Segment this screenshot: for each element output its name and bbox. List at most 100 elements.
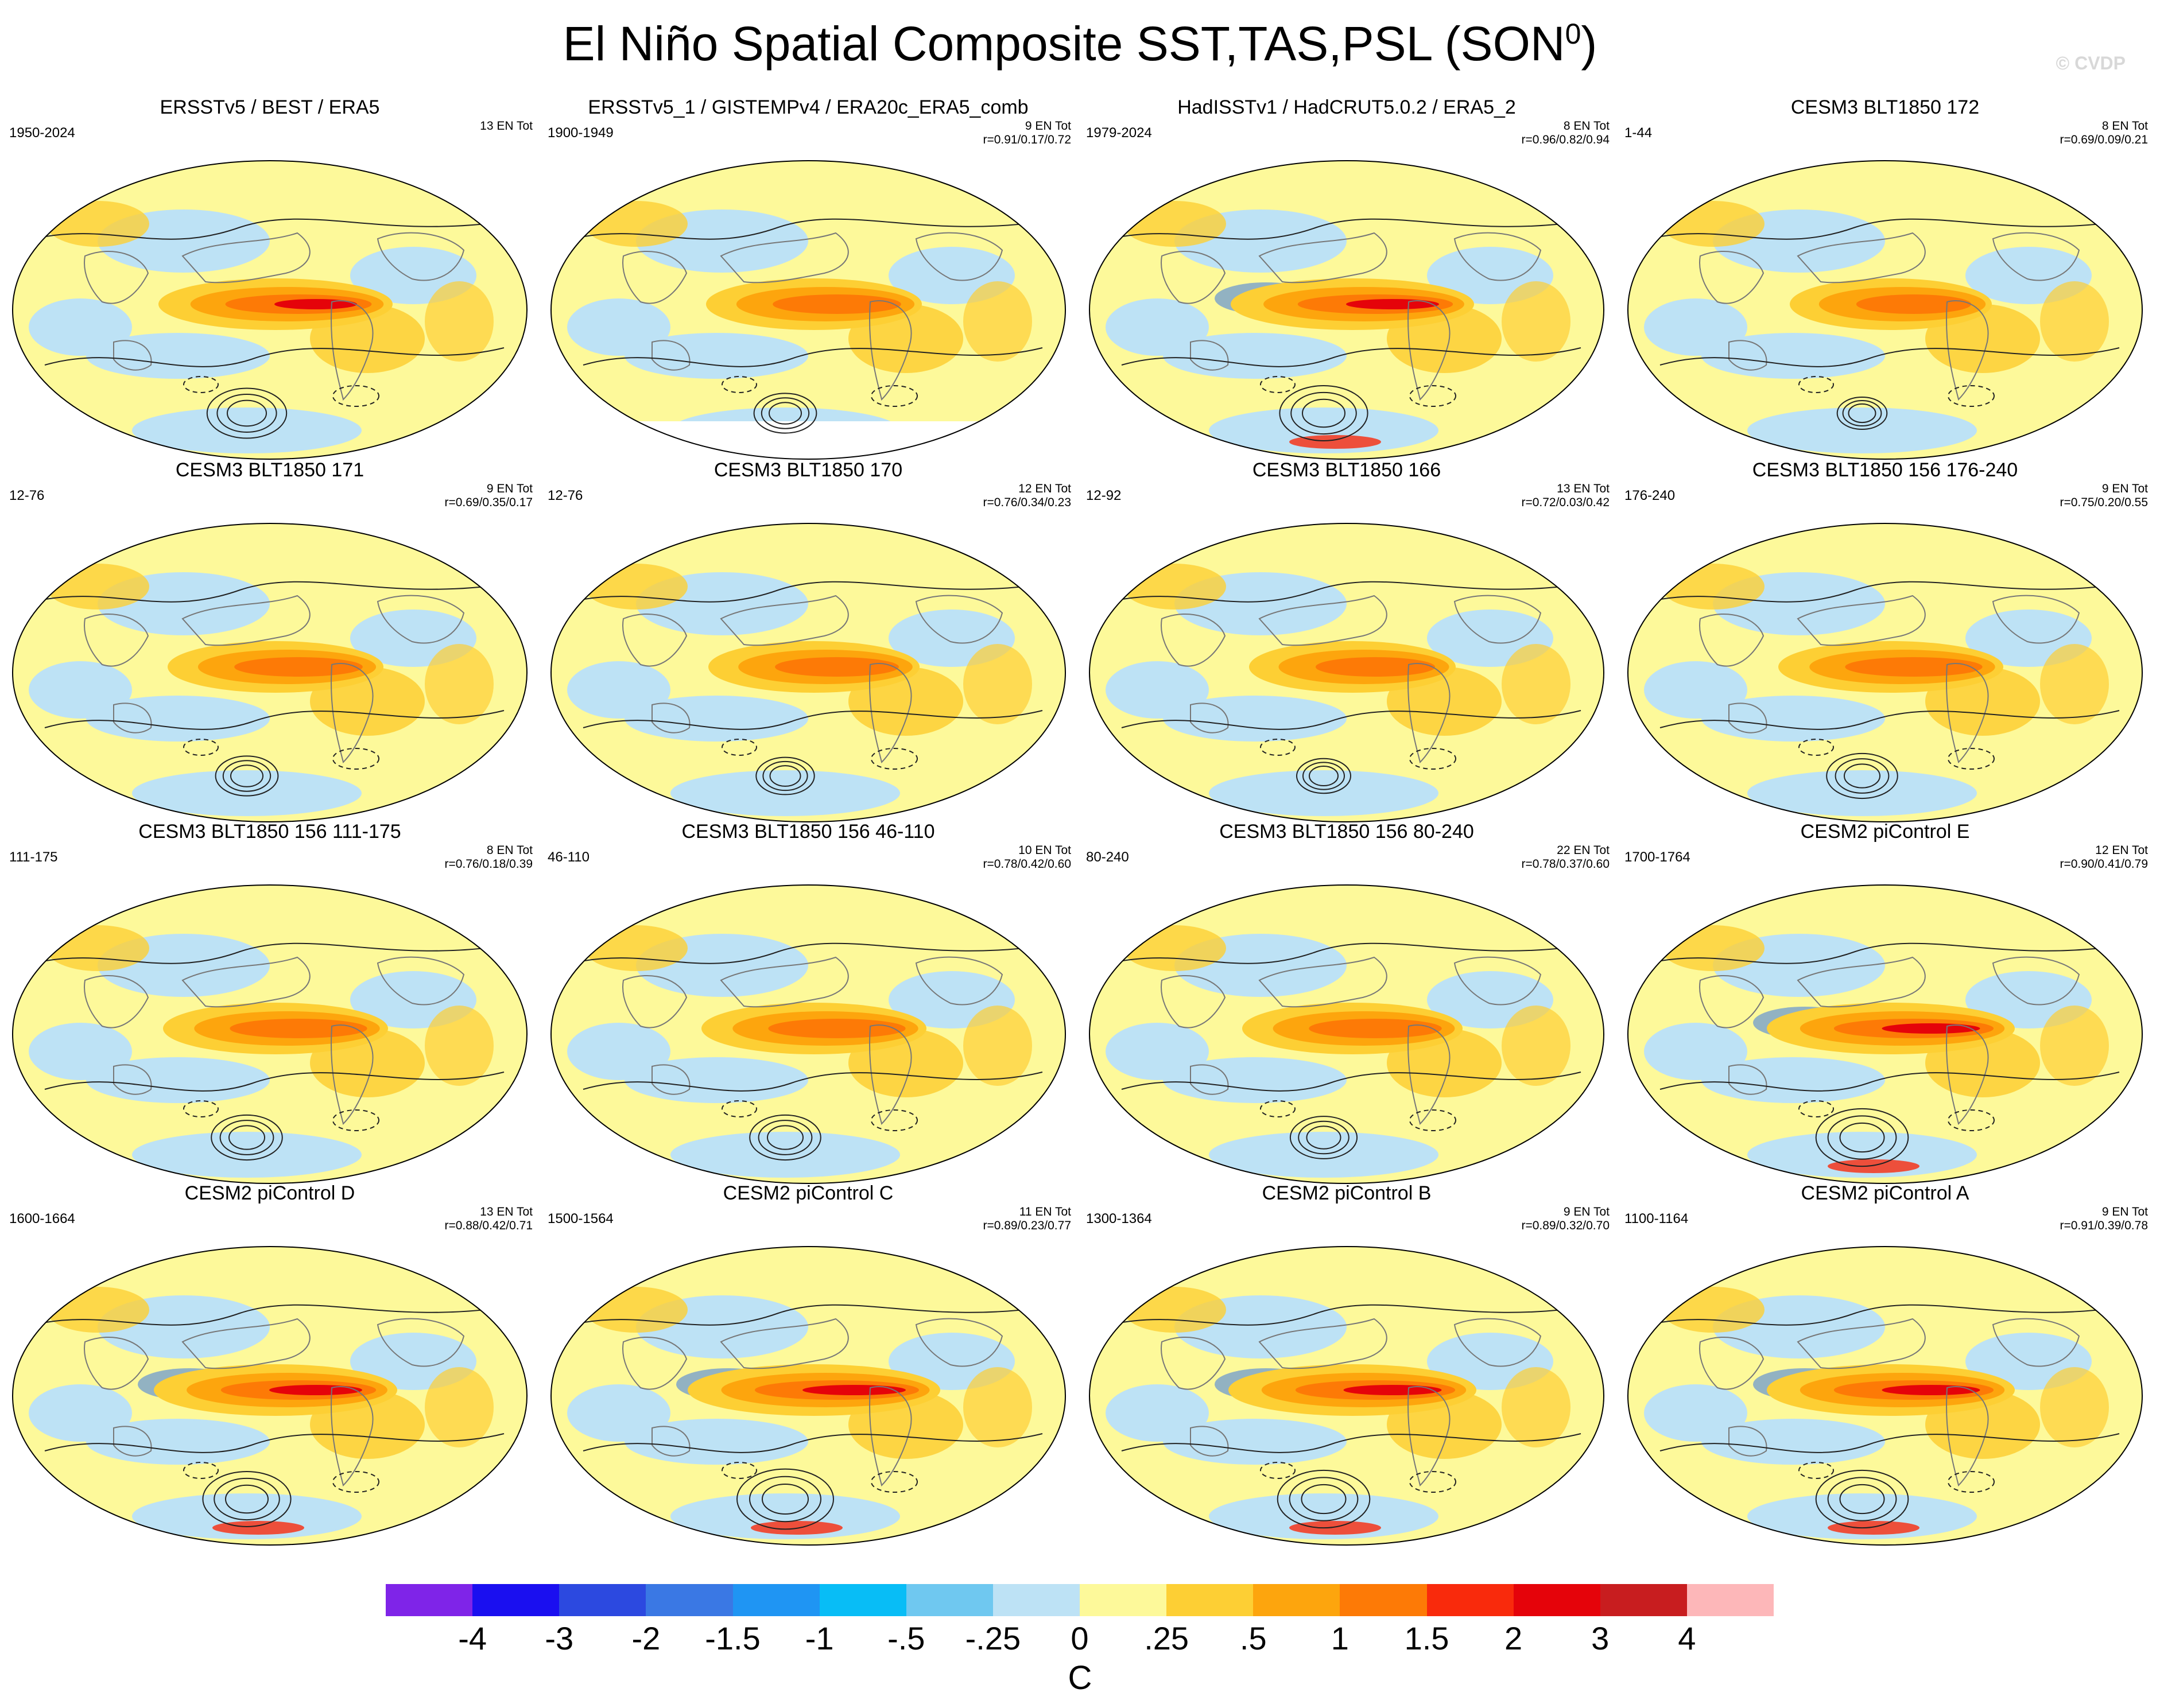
psl-contour bbox=[769, 765, 801, 787]
coastline-outline bbox=[1728, 702, 1767, 733]
cool-anomaly-west bbox=[567, 1384, 670, 1442]
psl-contour bbox=[216, 394, 277, 433]
cool-anomaly-southern-ocean bbox=[132, 770, 362, 816]
colorbar-tick-label: -1.5 bbox=[705, 1620, 761, 1656]
panel-title: CESM3 BLT1850 156 176-240 bbox=[1752, 459, 2018, 481]
cool-anomaly-south-pacific bbox=[625, 696, 808, 742]
psl-contour bbox=[44, 1433, 505, 1453]
event-count: 10 EN Tot bbox=[1018, 844, 1071, 857]
psl-contour bbox=[206, 387, 288, 439]
coastline-outline bbox=[1190, 1064, 1229, 1095]
map-panel: CESM2 piControl B 1300-1364 9 EN Tot r=0.89… bbox=[1077, 1182, 1616, 1550]
warm-anomaly-east bbox=[1502, 1367, 1570, 1447]
sst-composite-map bbox=[1089, 884, 1604, 1184]
psl-contour bbox=[1309, 766, 1339, 786]
psl-contour bbox=[749, 1114, 821, 1161]
colorbar-tick-label: 1.5 bbox=[1404, 1620, 1449, 1656]
cool-anomaly-south-pacific bbox=[86, 1419, 270, 1465]
panel-info: 10 EN Tot r=0.78/0.42/0.60 bbox=[983, 844, 1071, 871]
map-border bbox=[1627, 884, 2143, 1184]
psl-contour bbox=[762, 1484, 809, 1515]
coastline-outline bbox=[1190, 1426, 1229, 1457]
colorbar-swatch bbox=[1080, 1584, 1167, 1616]
panel-years: 12-92 bbox=[1086, 488, 1122, 503]
psl-contour-negative bbox=[871, 1109, 918, 1131]
psl-contour-negative bbox=[1948, 1471, 1995, 1493]
warm-anomaly-north bbox=[46, 564, 149, 610]
pattern-correlation: r=0.91/0.39/0.78 bbox=[2060, 1219, 2148, 1232]
warm-anomaly-east bbox=[1502, 281, 1570, 362]
coastline-outline bbox=[1797, 1318, 1926, 1369]
psl-contour bbox=[1289, 1477, 1359, 1521]
pattern-correlation: r=0.76/0.18/0.39 bbox=[444, 857, 533, 871]
panel-years: 1900-1949 bbox=[548, 125, 614, 141]
colorbar-tick-label: -.5 bbox=[887, 1620, 925, 1656]
psl-contour bbox=[767, 1125, 804, 1150]
colorbar-swatch bbox=[906, 1584, 993, 1616]
coastline-outline bbox=[377, 595, 465, 644]
map-panel: CESM3 BLT1850 170 12-76 12 EN Tot r=0.76/0.… bbox=[538, 459, 1078, 826]
cool-anomaly-southern-ocean bbox=[670, 770, 900, 816]
warm-tongue-core bbox=[802, 1385, 906, 1395]
psl-contour-negative bbox=[722, 739, 757, 756]
warm-anomaly-east bbox=[1502, 644, 1570, 724]
coastline-outline bbox=[1946, 1024, 1989, 1125]
cool-anomaly-west bbox=[1644, 1384, 1747, 1442]
warm-anomaly-antarctic bbox=[751, 1521, 843, 1535]
event-count: 9 EN Tot bbox=[2101, 482, 2148, 495]
psl-contour bbox=[1290, 391, 1357, 435]
psl-contour-negative bbox=[722, 376, 757, 393]
coastline-outline bbox=[1258, 956, 1387, 1008]
psl-contour bbox=[583, 710, 1043, 730]
psl-contour bbox=[755, 756, 815, 795]
warm-tongue-core bbox=[269, 1385, 362, 1395]
coastline-outline bbox=[720, 232, 849, 284]
warm-tongue-core bbox=[1882, 1385, 1980, 1395]
event-count: 22 EN Tot bbox=[1557, 844, 1610, 857]
psl-contour bbox=[571, 942, 1043, 964]
sst-composite-map bbox=[1089, 160, 1604, 460]
psl-contour-negative bbox=[183, 739, 219, 756]
psl-contour bbox=[1648, 581, 2120, 603]
psl-contour bbox=[762, 760, 808, 791]
warm-anomaly-east bbox=[425, 644, 494, 724]
event-count: 9 EN Tot bbox=[2101, 1205, 2148, 1218]
psl-contour bbox=[1836, 397, 1888, 430]
map-panel: ERSSTv5 / BEST / ERA5 1950-2024 13 EN Tot bbox=[0, 96, 540, 464]
colorbar-swatch bbox=[472, 1584, 560, 1616]
psl-contour bbox=[1110, 218, 1581, 240]
map-border bbox=[12, 160, 528, 460]
sst-composite-map bbox=[12, 884, 528, 1184]
pattern-correlation: r=0.69/0.09/0.21 bbox=[2060, 133, 2148, 146]
psl-contour bbox=[1648, 942, 2120, 964]
panel-info: 9 EN Tot r=0.69/0.35/0.17 bbox=[444, 482, 533, 510]
coastline-outline bbox=[869, 1024, 912, 1125]
colorbar-tick-label: -.25 bbox=[965, 1620, 1021, 1656]
psl-contour-negative bbox=[332, 748, 379, 770]
pattern-correlation: r=0.75/0.20/0.55 bbox=[2060, 496, 2148, 509]
psl-contour bbox=[1301, 1484, 1347, 1515]
coastline-outline bbox=[1699, 975, 1765, 1028]
coastline-outline bbox=[1161, 614, 1226, 667]
coastline-outline bbox=[84, 614, 149, 667]
psl-contour bbox=[33, 218, 505, 240]
colorbar-tick-label: .25 bbox=[1144, 1620, 1189, 1656]
coastline-outline bbox=[84, 251, 149, 304]
psl-contour-negative bbox=[1948, 748, 1995, 770]
psl-contour bbox=[1121, 1072, 1581, 1092]
event-count: 9 EN Tot bbox=[1563, 1205, 1610, 1218]
cool-anomaly-southern-ocean bbox=[132, 407, 362, 453]
warm-anomaly-north bbox=[584, 925, 688, 971]
colorbar-swatch bbox=[1600, 1584, 1687, 1616]
cool-anomaly-west bbox=[1644, 661, 1747, 719]
panel-years: 1100-1164 bbox=[1624, 1211, 1689, 1226]
panel-years: 1300-1364 bbox=[1086, 1211, 1152, 1226]
coastline-outline bbox=[1699, 251, 1765, 304]
map-border bbox=[12, 1246, 528, 1546]
sst-composite-map bbox=[1627, 523, 2143, 822]
panel-title: CESM3 BLT1850 166 bbox=[1252, 459, 1441, 481]
coastline-outline bbox=[1161, 1337, 1226, 1390]
sst-composite-map bbox=[1627, 1246, 2143, 1546]
coastline-outline bbox=[720, 956, 849, 1008]
map-border bbox=[1089, 160, 1604, 460]
